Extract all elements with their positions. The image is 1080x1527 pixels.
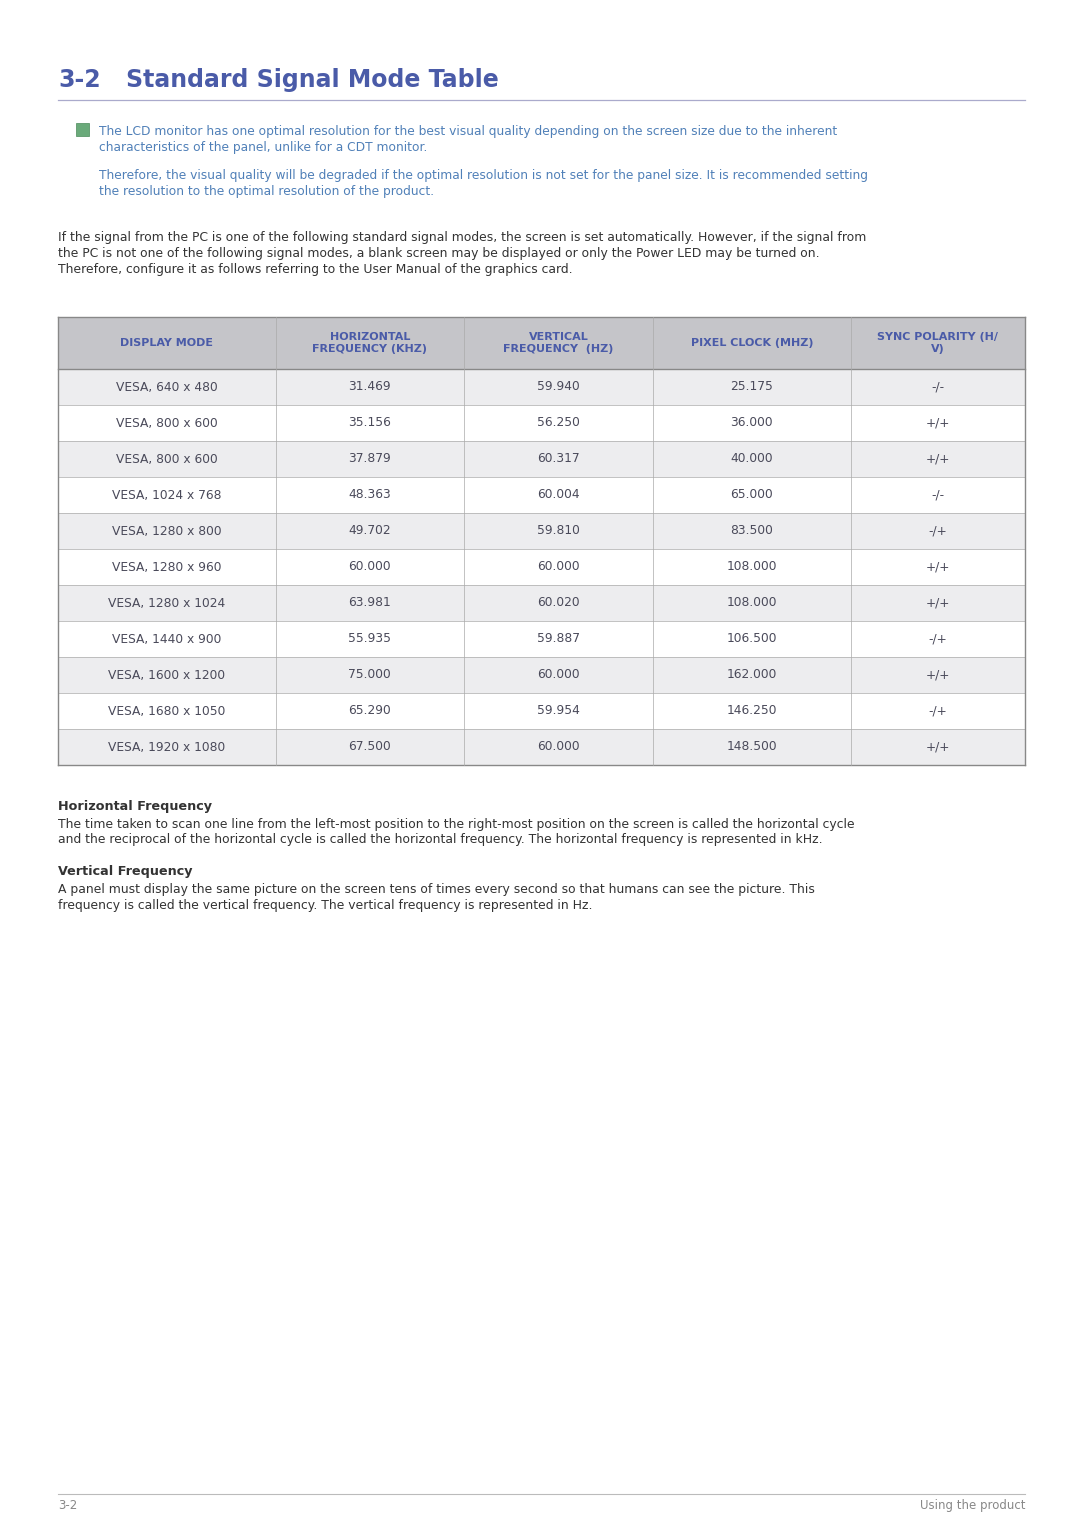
Text: -/-: -/-	[931, 380, 945, 394]
Bar	[58, 657, 1025, 693]
Text: +/+: +/+	[926, 560, 950, 574]
Text: Therefore, configure it as follows referring to the User Manual of the graphics : Therefore, configure it as follows refer…	[58, 263, 572, 276]
Text: the PC is not one of the following signal modes, a blank screen may be displayed: the PC is not one of the following signa…	[58, 247, 820, 260]
Bar	[58, 728, 1025, 765]
Text: Therefore, the visual quality will be degraded if the optimal resolution is not : Therefore, the visual quality will be de…	[99, 169, 868, 182]
Text: +/+: +/+	[926, 741, 950, 753]
Text: 60.000: 60.000	[537, 741, 580, 753]
Bar	[58, 585, 1025, 621]
Text: VESA, 1600 x 1200: VESA, 1600 x 1200	[108, 669, 226, 681]
Text: Horizontal Frequency: Horizontal Frequency	[58, 800, 212, 812]
Text: HORIZONTAL
FREQUENCY (KHZ): HORIZONTAL FREQUENCY (KHZ)	[312, 333, 428, 354]
Text: VESA, 800 x 600: VESA, 800 x 600	[116, 417, 218, 429]
Bar	[58, 693, 1025, 728]
Text: 108.000: 108.000	[727, 560, 778, 574]
Text: VESA, 1680 x 1050: VESA, 1680 x 1050	[108, 704, 226, 718]
Text: 146.250: 146.250	[727, 704, 778, 718]
Text: 75.000: 75.000	[349, 669, 391, 681]
Text: 60.004: 60.004	[537, 489, 580, 501]
Text: +/+: +/+	[926, 597, 950, 609]
Text: VESA, 1280 x 800: VESA, 1280 x 800	[112, 524, 221, 538]
Text: +/+: +/+	[926, 417, 950, 429]
Text: 56.250: 56.250	[537, 417, 580, 429]
Text: 67.500: 67.500	[349, 741, 391, 753]
Bar	[58, 405, 1025, 441]
Text: +/+: +/+	[926, 452, 950, 466]
Text: frequency is called the vertical frequency. The vertical frequency is represente: frequency is called the vertical frequen…	[58, 898, 593, 912]
Text: 65.000: 65.000	[730, 489, 773, 501]
Text: 31.469: 31.469	[349, 380, 391, 394]
Text: VESA, 800 x 600: VESA, 800 x 600	[116, 452, 218, 466]
Text: VESA, 1920 x 1080: VESA, 1920 x 1080	[108, 741, 226, 753]
Text: 59.940: 59.940	[537, 380, 580, 394]
Text: -/+: -/+	[929, 704, 947, 718]
Text: 59.887: 59.887	[537, 632, 580, 646]
Text: The LCD monitor has one optimal resolution for the best visual quality depending: The LCD monitor has one optimal resoluti…	[99, 125, 837, 137]
Text: VESA, 1024 x 768: VESA, 1024 x 768	[112, 489, 221, 501]
Text: 60.000: 60.000	[349, 560, 391, 574]
Text: PIXEL CLOCK (MHZ): PIXEL CLOCK (MHZ)	[690, 337, 813, 348]
Text: VESA, 1440 x 900: VESA, 1440 x 900	[112, 632, 221, 646]
Text: SYNC POLARITY (H/
V): SYNC POLARITY (H/ V)	[877, 333, 999, 354]
Text: Vertical Frequency: Vertical Frequency	[58, 864, 192, 878]
Text: The time taken to scan one line from the left-most position to the right-most po: The time taken to scan one line from the…	[58, 818, 854, 831]
Text: 55.935: 55.935	[349, 632, 391, 646]
Text: -/+: -/+	[929, 524, 947, 538]
Text: 106.500: 106.500	[727, 632, 778, 646]
Text: 36.000: 36.000	[730, 417, 773, 429]
Text: 60.000: 60.000	[537, 560, 580, 574]
Text: 40.000: 40.000	[730, 452, 773, 466]
Text: VESA, 1280 x 960: VESA, 1280 x 960	[112, 560, 221, 574]
Text: the resolution to the optimal resolution of the product.: the resolution to the optimal resolution…	[99, 185, 434, 199]
Text: Using the product: Using the product	[919, 1500, 1025, 1512]
Text: 108.000: 108.000	[727, 597, 778, 609]
Text: 3-2: 3-2	[58, 69, 100, 92]
Text: 49.702: 49.702	[349, 524, 391, 538]
Text: VERTICAL
FREQUENCY  (HZ): VERTICAL FREQUENCY (HZ)	[503, 333, 613, 354]
Text: 59.954: 59.954	[537, 704, 580, 718]
Text: VESA, 640 x 480: VESA, 640 x 480	[116, 380, 218, 394]
Bar	[58, 513, 1025, 550]
Bar	[58, 318, 1025, 370]
Bar	[58, 550, 1025, 585]
Text: 37.879: 37.879	[349, 452, 391, 466]
Text: and the reciprocal of the horizontal cycle is called the horizontal frequency. T: and the reciprocal of the horizontal cyc…	[58, 834, 823, 846]
Bar	[58, 621, 1025, 657]
Text: 148.500: 148.500	[727, 741, 778, 753]
Text: 35.156: 35.156	[349, 417, 391, 429]
Text: -/-: -/-	[931, 489, 945, 501]
Text: DISPLAY MODE: DISPLAY MODE	[120, 337, 213, 348]
Text: A panel must display the same picture on the screen tens of times every second s: A panel must display the same picture on…	[58, 883, 815, 896]
Text: 3-2: 3-2	[58, 1500, 78, 1512]
Text: 48.363: 48.363	[349, 489, 391, 501]
Text: 60.020: 60.020	[537, 597, 580, 609]
Text: Standard Signal Mode Table: Standard Signal Mode Table	[126, 69, 499, 92]
Text: If the signal from the PC is one of the following standard signal modes, the scr: If the signal from the PC is one of the …	[58, 231, 866, 244]
Text: 60.317: 60.317	[537, 452, 580, 466]
Text: 59.810: 59.810	[537, 524, 580, 538]
Text: VESA, 1280 x 1024: VESA, 1280 x 1024	[108, 597, 226, 609]
Text: +/+: +/+	[926, 669, 950, 681]
Text: 60.000: 60.000	[537, 669, 580, 681]
Bar	[58, 476, 1025, 513]
Text: 83.500: 83.500	[730, 524, 773, 538]
Bar	[58, 370, 1025, 405]
Text: 162.000: 162.000	[727, 669, 777, 681]
Text: -/+: -/+	[929, 632, 947, 646]
Text: characteristics of the panel, unlike for a CDT monitor.: characteristics of the panel, unlike for…	[99, 140, 428, 154]
Bar	[58, 441, 1025, 476]
Text: 63.981: 63.981	[349, 597, 391, 609]
Bar	[76, 124, 89, 136]
Text: 65.290: 65.290	[349, 704, 391, 718]
Text: 25.175: 25.175	[730, 380, 773, 394]
